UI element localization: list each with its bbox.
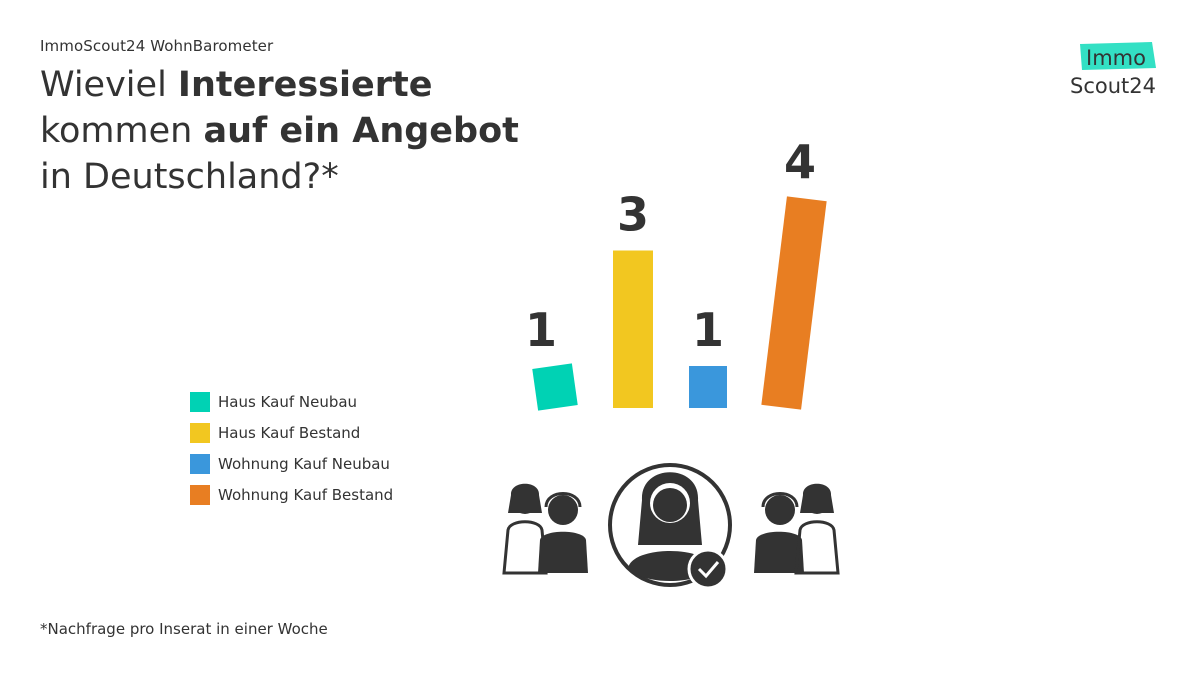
people-illustration <box>502 463 840 590</box>
legend-swatch <box>190 484 210 505</box>
logo-line-2: Scout24 <box>1070 74 1156 98</box>
page-title: Wieviel Interessierte kommen auf ein Ang… <box>40 62 600 200</box>
logo-line-1: Immo <box>1086 46 1146 70</box>
immoscout24-logo: Immo Scout24 <box>1060 38 1170 100</box>
legend-item: Wohnung Kauf Neubau <box>190 448 393 479</box>
logo-accent-shape <box>1080 42 1156 70</box>
bar-value-label-2: 3 <box>617 188 649 242</box>
legend-label: Haus Kauf Neubau <box>218 392 358 411</box>
legend-label: Wohnung Kauf Bestand <box>218 485 394 504</box>
title-part-2: kommen <box>40 111 204 151</box>
legend-label: Wohnung Kauf Neubau <box>218 454 390 473</box>
title-part-1: Wieviel <box>40 65 178 105</box>
bar-4 <box>761 196 827 410</box>
legend-item: Haus Kauf Neubau <box>190 386 393 417</box>
bar-value-label-3: 1 <box>692 303 724 357</box>
title-bold-2: auf ein Angebot <box>203 111 519 151</box>
title-bold-1: Interessierte <box>177 65 433 105</box>
bar-value-label-4: 4 <box>784 135 816 189</box>
bar-3 <box>689 366 727 408</box>
bar-chart: 1 3 1 4 <box>525 135 827 411</box>
legend-label: Haus Kauf Bestand <box>218 423 361 442</box>
kicker-text: ImmoScout24 WohnBarometer <box>40 37 274 55</box>
person-group-left <box>502 483 588 575</box>
legend-item: Wohnung Kauf Bestand <box>190 479 393 510</box>
person-center <box>608 463 732 590</box>
chart-legend: Haus Kauf Neubau Haus Kauf Bestand Wohnu… <box>190 386 393 510</box>
footnote: *Nachfrage pro Inserat in einer Woche <box>40 620 328 638</box>
legend-swatch <box>190 422 210 443</box>
bar-1 <box>532 363 578 411</box>
legend-swatch <box>190 453 210 474</box>
legend-item: Haus Kauf Bestand <box>190 417 393 448</box>
bar-2 <box>613 250 653 408</box>
title-part-3: in Deutschland?* <box>40 157 339 197</box>
person-group-right <box>754 483 840 575</box>
legend-swatch <box>190 391 210 412</box>
bar-value-label-1: 1 <box>525 303 557 357</box>
